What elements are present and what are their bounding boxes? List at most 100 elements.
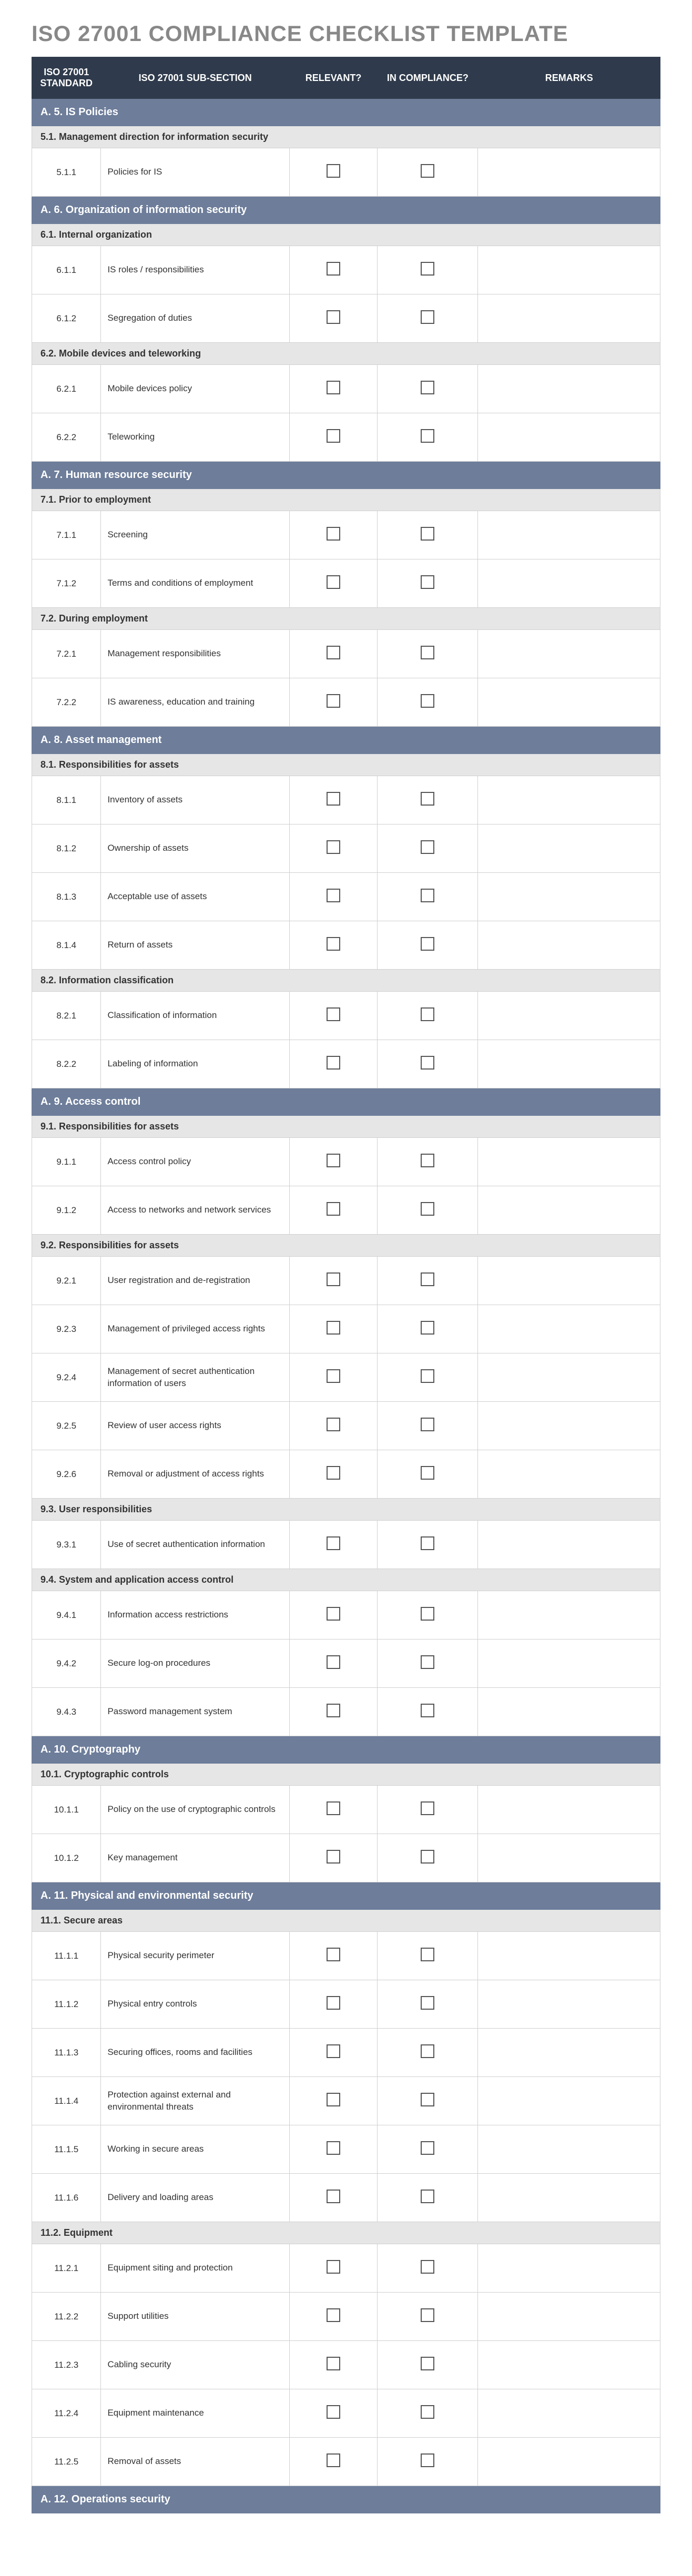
remarks-cell[interactable] (478, 2341, 660, 2389)
remarks-cell[interactable] (478, 630, 660, 678)
relevant-checkbox[interactable] (327, 2044, 340, 2058)
remarks-cell[interactable] (478, 2029, 660, 2077)
remarks-cell[interactable] (478, 1257, 660, 1305)
relevant-checkbox[interactable] (327, 937, 340, 951)
remarks-cell[interactable] (478, 992, 660, 1040)
relevant-checkbox[interactable] (327, 575, 340, 589)
relevant-checkbox[interactable] (327, 1536, 340, 1550)
relevant-checkbox[interactable] (327, 2141, 340, 2155)
remarks-cell[interactable] (478, 1186, 660, 1235)
relevant-checkbox[interactable] (327, 1369, 340, 1383)
compliance-checkbox[interactable] (421, 2453, 434, 2467)
remarks-cell[interactable] (478, 2125, 660, 2174)
remarks-cell[interactable] (478, 1402, 660, 1450)
remarks-cell[interactable] (478, 1305, 660, 1353)
relevant-checkbox[interactable] (327, 792, 340, 806)
remarks-cell[interactable] (478, 2389, 660, 2438)
compliance-checkbox[interactable] (421, 937, 434, 951)
compliance-checkbox[interactable] (421, 2044, 434, 2058)
relevant-checkbox[interactable] (327, 2453, 340, 2467)
compliance-checkbox[interactable] (421, 1369, 434, 1383)
compliance-checkbox[interactable] (421, 1154, 434, 1167)
compliance-checkbox[interactable] (421, 1655, 434, 1669)
remarks-cell[interactable] (478, 1688, 660, 1736)
relevant-checkbox[interactable] (327, 1850, 340, 1864)
remarks-cell[interactable] (478, 921, 660, 970)
compliance-checkbox[interactable] (421, 2190, 434, 2203)
compliance-checkbox[interactable] (421, 1272, 434, 1286)
relevant-checkbox[interactable] (327, 1466, 340, 1480)
compliance-checkbox[interactable] (421, 575, 434, 589)
compliance-checkbox[interactable] (421, 429, 434, 443)
compliance-checkbox[interactable] (421, 1801, 434, 1815)
compliance-checkbox[interactable] (421, 1321, 434, 1335)
remarks-cell[interactable] (478, 1834, 660, 1882)
relevant-checkbox[interactable] (327, 1272, 340, 1286)
relevant-checkbox[interactable] (327, 1202, 340, 1216)
relevant-checkbox[interactable] (327, 1996, 340, 2010)
relevant-checkbox[interactable] (327, 1007, 340, 1021)
compliance-checkbox[interactable] (421, 646, 434, 659)
compliance-checkbox[interactable] (421, 1418, 434, 1431)
relevant-checkbox[interactable] (327, 1801, 340, 1815)
compliance-checkbox[interactable] (421, 2357, 434, 2370)
relevant-checkbox[interactable] (327, 2405, 340, 2419)
compliance-checkbox[interactable] (421, 1007, 434, 1021)
remarks-cell[interactable] (478, 511, 660, 559)
compliance-checkbox[interactable] (421, 889, 434, 902)
compliance-checkbox[interactable] (421, 2093, 434, 2106)
remarks-cell[interactable] (478, 1980, 660, 2029)
remarks-cell[interactable] (478, 873, 660, 921)
relevant-checkbox[interactable] (327, 1607, 340, 1621)
compliance-checkbox[interactable] (421, 164, 434, 178)
remarks-cell[interactable] (478, 1353, 660, 1402)
compliance-checkbox[interactable] (421, 1607, 434, 1621)
compliance-checkbox[interactable] (421, 1202, 434, 1216)
remarks-cell[interactable] (478, 246, 660, 294)
relevant-checkbox[interactable] (327, 646, 340, 659)
compliance-checkbox[interactable] (421, 262, 434, 276)
remarks-cell[interactable] (478, 294, 660, 343)
remarks-cell[interactable] (478, 1786, 660, 1834)
compliance-checkbox[interactable] (421, 840, 434, 854)
compliance-checkbox[interactable] (421, 527, 434, 541)
remarks-cell[interactable] (478, 1040, 660, 1088)
relevant-checkbox[interactable] (327, 164, 340, 178)
relevant-checkbox[interactable] (327, 840, 340, 854)
compliance-checkbox[interactable] (421, 1056, 434, 1070)
relevant-checkbox[interactable] (327, 2190, 340, 2203)
relevant-checkbox[interactable] (327, 889, 340, 902)
compliance-checkbox[interactable] (421, 2260, 434, 2274)
remarks-cell[interactable] (478, 1932, 660, 1980)
relevant-checkbox[interactable] (327, 1321, 340, 1335)
remarks-cell[interactable] (478, 1591, 660, 1640)
remarks-cell[interactable] (478, 1138, 660, 1186)
relevant-checkbox[interactable] (327, 381, 340, 394)
compliance-checkbox[interactable] (421, 381, 434, 394)
relevant-checkbox[interactable] (327, 527, 340, 541)
compliance-checkbox[interactable] (421, 1996, 434, 2010)
compliance-checkbox[interactable] (421, 792, 434, 806)
relevant-checkbox[interactable] (327, 1056, 340, 1070)
relevant-checkbox[interactable] (327, 1154, 340, 1167)
remarks-cell[interactable] (478, 2244, 660, 2293)
remarks-cell[interactable] (478, 148, 660, 197)
remarks-cell[interactable] (478, 559, 660, 608)
remarks-cell[interactable] (478, 2174, 660, 2222)
relevant-checkbox[interactable] (327, 2357, 340, 2370)
remarks-cell[interactable] (478, 1640, 660, 1688)
relevant-checkbox[interactable] (327, 2308, 340, 2322)
relevant-checkbox[interactable] (327, 1704, 340, 1717)
relevant-checkbox[interactable] (327, 2260, 340, 2274)
compliance-checkbox[interactable] (421, 1466, 434, 1480)
relevant-checkbox[interactable] (327, 694, 340, 708)
compliance-checkbox[interactable] (421, 1850, 434, 1864)
compliance-checkbox[interactable] (421, 1948, 434, 1961)
remarks-cell[interactable] (478, 413, 660, 462)
remarks-cell[interactable] (478, 1521, 660, 1569)
compliance-checkbox[interactable] (421, 310, 434, 324)
relevant-checkbox[interactable] (327, 262, 340, 276)
compliance-checkbox[interactable] (421, 1704, 434, 1717)
relevant-checkbox[interactable] (327, 310, 340, 324)
relevant-checkbox[interactable] (327, 1655, 340, 1669)
